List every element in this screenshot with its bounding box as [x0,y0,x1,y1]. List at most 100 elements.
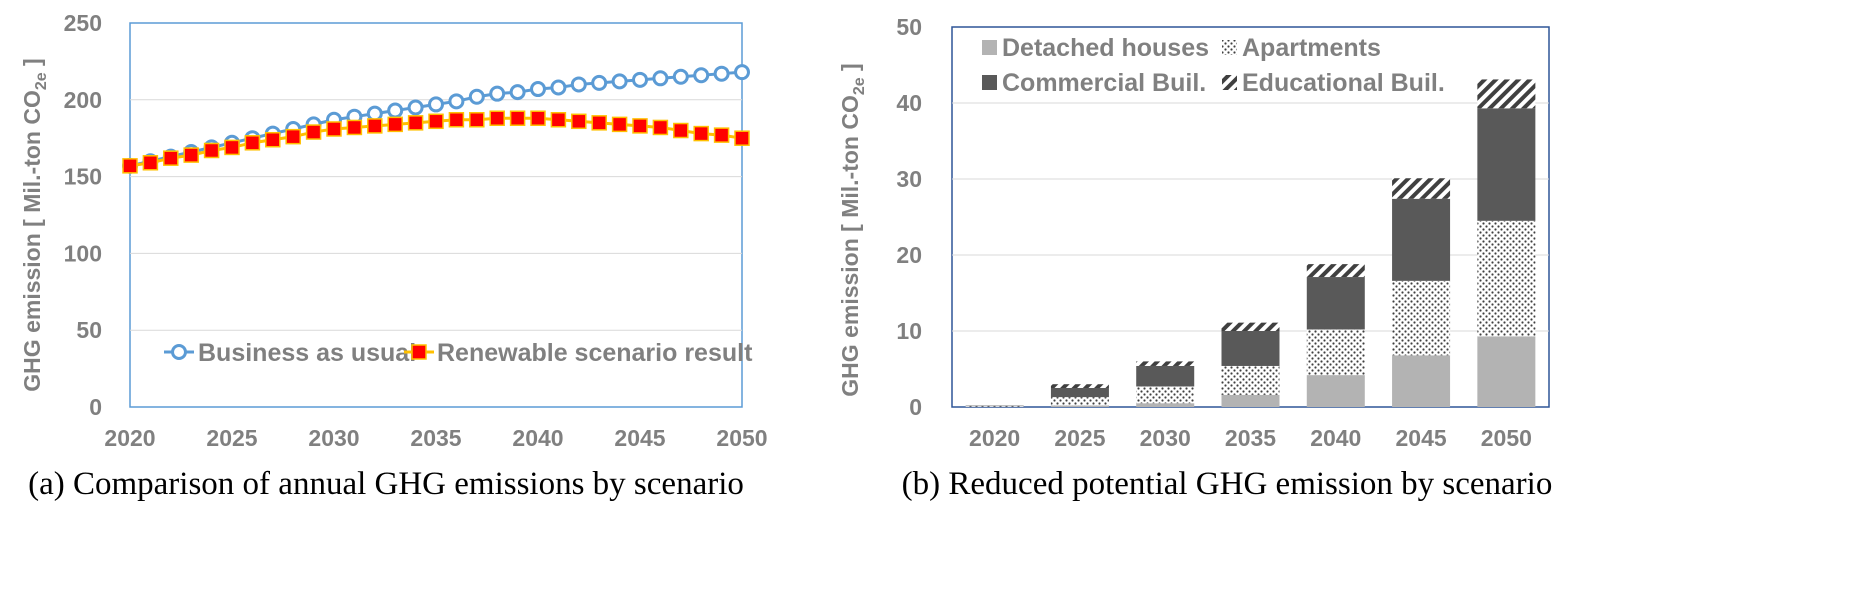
legend-b-swatch-2 [982,75,997,90]
renewable-point [713,127,730,143]
bau-point [489,85,506,102]
bau-point [734,64,750,81]
chart-b-x-tick-label: 2040 [1310,425,1361,451]
bar-segment-apartments [1136,386,1195,404]
bar-segment-detached-houses [1477,336,1536,407]
bar-segment-commercial-buil [1477,108,1536,221]
bar-segment-commercial-buil [1050,388,1109,398]
renewable-point [122,158,138,174]
chart-b-y-tick-label: 20 [896,242,922,268]
bau-point [468,88,485,105]
chart-a-x-tick-label: 2020 [104,425,155,451]
chart-a-x-tick-label: 2030 [308,425,359,451]
chart-b-x-tick-label: 2035 [1225,425,1276,451]
bau-point [652,70,669,87]
chart-b-legend: Detached houses Apartments Commercial Buil… [982,34,1445,97]
chart-a-y-tick-label: 0 [89,394,102,420]
legend-b-label-2: Commercial Buil. [1002,69,1206,97]
renewable-point [571,113,587,130]
chart-a-x-tick-label: 2025 [206,425,257,451]
bar-segment-educational-buil [1306,264,1365,278]
renewable-point [632,118,648,134]
chart-a-x-tick-label: 2040 [512,425,563,451]
bau-point [428,96,444,113]
legend-b-swatch-0 [982,40,997,55]
bau-point [693,67,710,84]
renewable-point [469,112,485,128]
bau-point [632,71,648,88]
chart-a-x-tick-label: 2045 [614,425,665,451]
renewable-point [591,115,607,131]
bar-segment-apartments [1221,365,1280,395]
renewable-point [509,110,526,126]
bau-point [591,74,608,91]
bar-segment-commercial-buil [1392,198,1451,281]
legend-bau-label: Business as usual [198,339,416,367]
renewable-point [407,115,424,131]
bau-point [570,76,587,93]
legend-b-swatch-3 [1222,75,1237,90]
chart-b-y-tick-label: 40 [896,90,922,116]
chart-b-y-tick-label: 30 [896,166,922,192]
renewable-point [265,131,281,148]
renewable-point [448,112,465,128]
chart-a-x-tick-label: 2035 [410,425,461,451]
chart-b-y-tick-label: 10 [896,318,922,344]
chart-b-x-ticks: 2020 2025 2030 2035 2040 2045 2050 [969,425,1532,451]
legend-b-label-0: Detached houses [1002,34,1209,62]
renewable-point [326,121,342,137]
renewable-point [530,110,546,126]
bau-point [387,102,404,119]
chart-b-y-ticks: 0 10 20 30 40 50 [896,14,922,420]
chart-b-x-tick-label: 2025 [1054,425,1105,451]
chart-a-y-ticks: 0 50 100 150 200 250 [64,10,102,420]
legend-renewable-label: Renewable scenario result [437,339,753,367]
bar-segment-detached-houses [1050,405,1109,407]
legend-b-label-3: Educational Buil. [1242,69,1445,97]
renewable-point [163,150,179,166]
bar-segment-detached-houses [1136,403,1195,407]
renewable-point [244,135,261,151]
chart-a-y-tick-label: 250 [64,10,102,36]
renewable-point [428,113,444,130]
caption-b: (b) Reduced potential GHG emission by sc… [902,466,1553,502]
renewable-point [367,118,383,134]
chart-b-y-axis-label: GHG emission [ Mil.-ton CO2e ] [837,63,868,396]
bar-segment-detached-houses [1306,375,1365,407]
renewable-point [183,147,199,163]
renewable-point [652,119,669,136]
bar-segment-commercial-buil [1221,331,1280,366]
legend-b-label-1: Apartments [1242,34,1381,62]
chart-a-y-tick-label: 150 [64,164,102,190]
chart-a-y-tick-label: 100 [64,240,102,266]
renewable-point [550,112,567,128]
bar-segment-educational-buil [1136,361,1195,366]
bar-segment-apartments [1392,280,1451,356]
bar-segment-apartments [1050,397,1109,406]
chart-b-x-tick-label: 2030 [1140,425,1191,451]
bar-segment-apartments [1306,329,1365,376]
bar-segment-educational-buil [1050,384,1109,388]
renewable-point [305,124,322,140]
bau-point [713,65,730,82]
bar-segment-detached-houses [1221,394,1280,407]
chart-b-gridlines [952,102,1549,332]
chart-a-gridlines [130,99,742,331]
chart-b-x-tick-label: 2045 [1395,425,1446,451]
renewable-point [387,116,403,133]
chart-a-x-tick-label: 2050 [716,425,767,451]
bar-segment-educational-buil [1392,178,1451,199]
bar-segment-detached-houses [1392,355,1451,407]
renewable-point [489,110,505,126]
bar-segment-apartments [1477,220,1536,337]
bau-point [509,84,526,101]
bau-point [672,68,689,85]
bau-point [550,79,567,96]
legend-renewable-marker [411,344,427,360]
bar-segment-commercial-buil [1306,277,1365,330]
renewable-point [285,128,301,145]
bau-point [611,73,628,90]
chart-b-y-tick-label: 0 [909,394,922,420]
